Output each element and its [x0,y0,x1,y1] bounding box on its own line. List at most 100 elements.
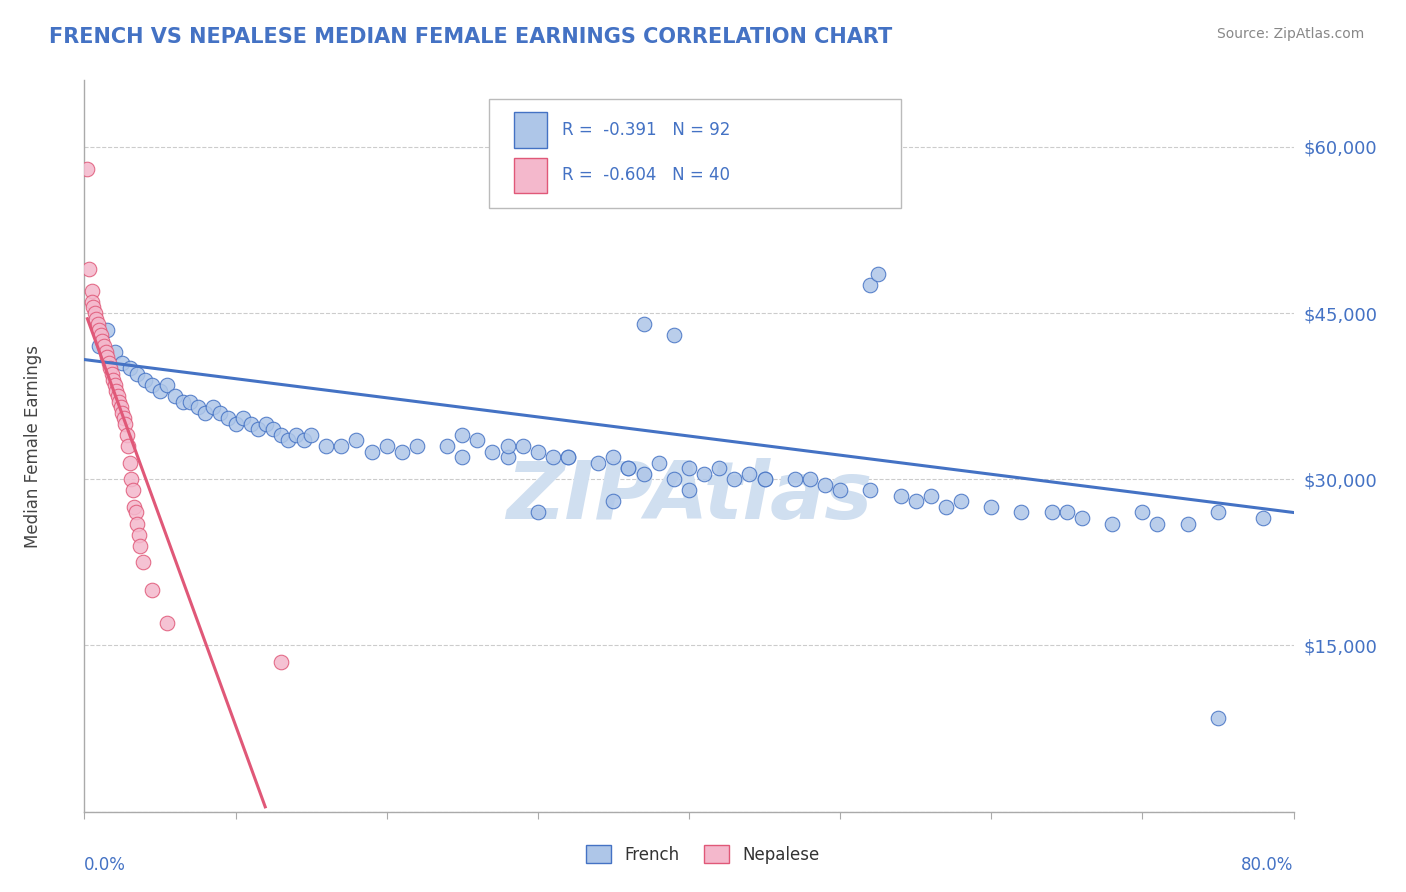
Point [527,444,550,458]
Point [90,328,112,343]
Text: ZIPAtlas: ZIPAtlas [506,458,872,536]
Point [920,489,942,503]
Point [1206,506,1229,520]
Point [247,422,270,436]
Point [754,472,776,486]
Point [950,494,973,508]
Point [209,406,232,420]
Point [201,401,224,415]
Point [285,428,308,442]
Point [1132,506,1154,520]
Point [156,616,179,631]
Point [217,411,239,425]
Point [754,472,776,486]
Point [232,411,254,425]
Text: Source: ZipAtlas.com: Source: ZipAtlas.com [1216,27,1364,41]
Point [1011,506,1033,520]
Point [633,467,655,481]
Point [541,450,564,464]
Point [330,439,353,453]
Point [114,417,136,431]
Point [678,483,700,498]
Point [1071,511,1094,525]
Point [86,311,108,326]
Point [830,483,852,498]
Point [299,428,322,442]
Point [104,378,127,392]
Point [107,389,129,403]
Point [980,500,1002,514]
Text: FRENCH VS NEPALESE MEDIAN FEMALE EARNINGS CORRELATION CHART: FRENCH VS NEPALESE MEDIAN FEMALE EARNING… [49,27,893,46]
Point [467,434,489,448]
Point [120,472,142,486]
Point [391,444,413,458]
Point [187,401,209,415]
Point [1146,516,1168,531]
Point [360,444,382,458]
Point [904,494,927,508]
Point [141,583,163,598]
Point [262,422,284,436]
Point [117,439,139,453]
Point [127,516,149,531]
Point [96,323,118,337]
Point [1177,516,1199,531]
Point [1101,516,1123,531]
Point [93,339,115,353]
FancyBboxPatch shape [489,99,901,209]
Point [254,417,277,431]
Point [98,361,121,376]
Point [783,472,806,486]
Point [111,406,134,420]
Point [80,294,103,309]
Text: 80.0%: 80.0% [1241,855,1294,873]
FancyBboxPatch shape [513,112,547,147]
Point [1253,511,1275,525]
Point [149,384,172,398]
Point [179,394,201,409]
Point [132,555,155,569]
Legend: French, Nepalese: French, Nepalese [579,838,827,871]
Point [814,477,837,491]
Point [77,261,100,276]
Point [127,367,149,381]
Point [1056,506,1078,520]
Text: Median Female Earnings: Median Female Earnings [24,344,42,548]
Point [97,356,120,370]
Point [602,494,624,508]
Point [315,439,337,453]
Point [76,161,98,176]
Point [346,434,368,448]
Point [89,339,111,353]
Point [588,456,610,470]
Point [115,428,138,442]
Point [935,500,957,514]
Point [709,461,731,475]
Point [1040,506,1063,520]
Point [82,301,104,315]
Point [1206,710,1229,724]
Point [617,461,640,475]
Point [270,428,292,442]
Point [890,489,912,503]
Point [94,344,117,359]
Point [799,472,821,486]
Point [84,306,107,320]
Point [527,506,550,520]
Point [436,439,458,453]
Point [406,439,429,453]
Point [693,467,716,481]
Point [859,278,882,293]
Point [648,456,671,470]
Point [496,439,519,453]
Point [375,439,398,453]
Point [141,378,163,392]
Point [866,267,889,281]
Point [662,328,685,343]
Point [292,434,315,448]
Point [239,417,262,431]
Point [110,401,132,415]
Point [96,351,118,365]
Text: R =  -0.391   N = 92: R = -0.391 N = 92 [562,121,730,139]
Point [125,506,148,520]
